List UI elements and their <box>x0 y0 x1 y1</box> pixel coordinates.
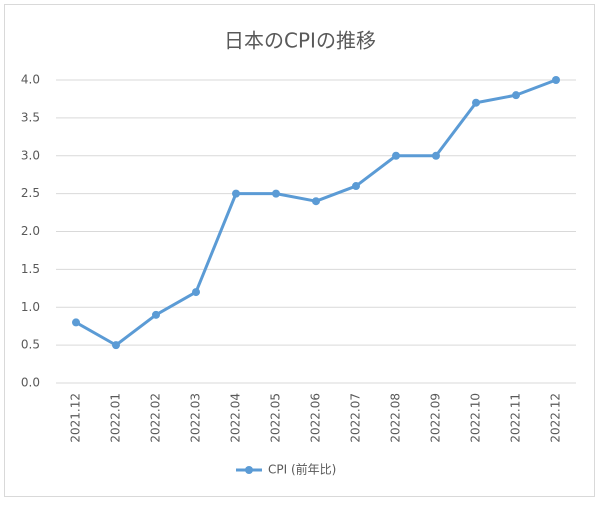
marker <box>232 189 240 198</box>
x-tick-label: 2022.02 <box>149 393 163 443</box>
legend-label: CPI (前年比) <box>268 462 336 477</box>
marker <box>512 91 520 100</box>
marker <box>432 151 440 160</box>
chart-title: 日本のCPIの推移 <box>224 29 376 53</box>
x-tick-label: 2022.05 <box>269 393 283 443</box>
legend-marker <box>245 466 253 474</box>
x-tick-label: 2022.07 <box>349 393 363 443</box>
marker <box>472 98 480 107</box>
y-tick-label: 1.0 <box>21 300 40 314</box>
x-tick-label: 2022.01 <box>109 393 123 443</box>
marker <box>192 288 200 297</box>
y-tick-label: 2.5 <box>21 186 40 200</box>
x-tick-label: 2022.12 <box>549 393 563 443</box>
marker <box>152 310 160 319</box>
y-tick-label: 1.5 <box>21 262 40 276</box>
y-tick-label: 0.0 <box>21 376 40 390</box>
y-tick-label: 2.0 <box>21 224 40 238</box>
x-tick-label: 2021.12 <box>69 393 83 443</box>
x-tick-label: 2022.08 <box>389 393 403 443</box>
marker <box>312 197 320 206</box>
x-tick-label: 2022.09 <box>429 393 443 443</box>
marker <box>272 189 280 198</box>
x-tick-label: 2022.11 <box>509 393 523 443</box>
y-tick-label: 3.5 <box>21 110 40 124</box>
y-tick-label: 4.0 <box>21 73 40 87</box>
marker <box>392 151 400 160</box>
marker <box>72 318 80 327</box>
chart-border <box>4 4 595 497</box>
x-tick-label: 2022.04 <box>229 393 243 443</box>
x-tick-label: 2022.06 <box>309 393 323 443</box>
y-tick-label: 3.0 <box>21 148 40 162</box>
marker <box>552 76 560 84</box>
x-tick-label: 2022.03 <box>189 393 203 443</box>
marker <box>352 182 360 191</box>
x-tick-label: 2022.10 <box>469 393 483 443</box>
y-tick-label: 0.5 <box>21 338 40 352</box>
marker <box>112 341 120 350</box>
